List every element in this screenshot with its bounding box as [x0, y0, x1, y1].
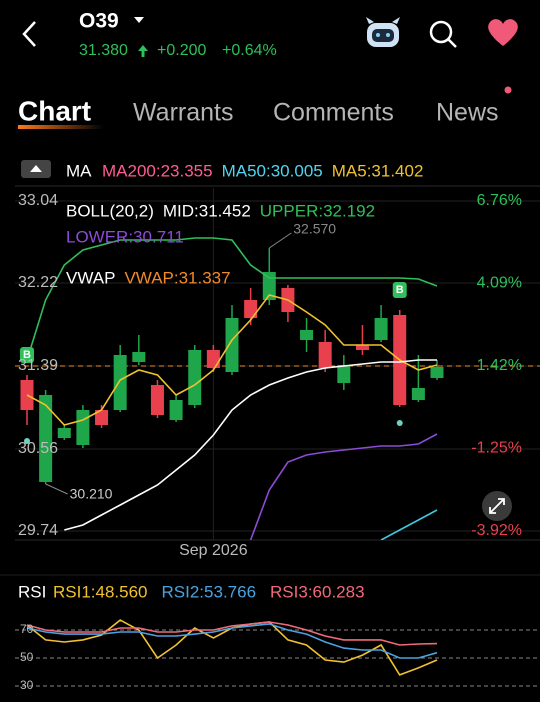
legend-item: LOWER:30.711 [66, 227, 184, 246]
price: 31.380 [79, 42, 128, 59]
symbol-dropdown[interactable] [134, 17, 144, 23]
y2-tick-label: 1.42% [477, 357, 522, 374]
legend-item: RSI2:53.766 [162, 582, 257, 601]
candle-body [262, 272, 276, 300]
y-tick-label: 32.22 [18, 274, 58, 291]
legend-item: BOLL(20,2) [66, 201, 154, 220]
candle-body [300, 330, 314, 340]
tab[interactable]: Chart [18, 95, 91, 126]
candle-body [76, 410, 90, 445]
candle-body [95, 410, 109, 425]
trade-marker [20, 347, 34, 363]
change: +0.200 [157, 42, 206, 59]
legend-item: MA5:31.402 [332, 161, 424, 180]
candle-body [374, 318, 388, 340]
search-icon[interactable] [429, 20, 457, 48]
candle-body [225, 318, 239, 372]
candle-body [430, 367, 444, 378]
low-annotation: 30.210 [70, 486, 113, 502]
candle-body [39, 395, 53, 482]
legend-item: UPPER:32.192 [260, 201, 375, 220]
y-tick-label: 70 [20, 622, 34, 636]
legend-item: VWAP [66, 268, 115, 287]
candle-body [411, 388, 425, 400]
y-tick-label: 33.04 [18, 192, 58, 209]
legend-item: VWAP:31.337 [124, 268, 230, 287]
candle-body [244, 300, 258, 318]
y-tick-label: 29.74 [18, 522, 58, 539]
indicator-line [26, 237, 438, 361]
candle-body [150, 385, 164, 415]
y-tick-label: 50 [20, 650, 34, 664]
assistant-icon[interactable] [366, 17, 400, 47]
legend-item: RSI1:48.560 [53, 582, 148, 601]
legend-label: MA [66, 161, 92, 180]
annotation-leader [45, 483, 68, 495]
tab[interactable]: News [436, 99, 499, 127]
candle-body [206, 350, 220, 368]
rsi-line [26, 621, 438, 646]
y2-tick-label: -1.25% [471, 440, 522, 457]
indicator-line [380, 509, 438, 540]
expand-button[interactable] [482, 491, 512, 521]
candle-body [169, 400, 183, 420]
candle-body [318, 342, 332, 368]
legend-label: RSI [18, 582, 46, 601]
legend-item: RSI3:60.283 [270, 582, 365, 601]
up-arrow [138, 45, 148, 57]
candle-body [355, 345, 369, 350]
back-button[interactable] [22, 21, 36, 47]
trade-dot [396, 420, 403, 426]
y2-tick-label: 4.09% [477, 275, 522, 292]
annotation-leader [268, 232, 292, 249]
notification-dot [504, 86, 512, 94]
indicator-line [64, 359, 437, 531]
indicator-line [26, 294, 438, 426]
price-plot: BB [15, 188, 540, 540]
tab[interactable]: Warrants [133, 99, 233, 127]
change-pct: +0.64% [222, 42, 277, 59]
tab-underline [18, 125, 104, 129]
candle-body [188, 350, 202, 405]
legend-item: MA50:30.005 [222, 161, 323, 180]
trade-dot [24, 438, 30, 444]
y2-tick-label: -3.92% [471, 522, 522, 539]
indicator-line [249, 433, 438, 540]
candle-body [337, 365, 351, 383]
candle-body [132, 352, 146, 362]
trade-marker-label: B [396, 284, 404, 296]
trade-marker-label: B [23, 349, 31, 361]
legend-item: MA200:23.355 [102, 161, 213, 180]
legend-item: MID:31.452 [163, 201, 251, 220]
high-annotation: 32.570 [293, 221, 336, 237]
rsi-plot [15, 619, 540, 687]
candle-body [113, 355, 127, 410]
favorite-icon[interactable] [488, 19, 518, 46]
y2-tick-label: 6.76% [477, 192, 522, 209]
trade-marker [392, 282, 407, 298]
y-tick-label: 31.39 [18, 357, 58, 374]
candle-body [57, 428, 71, 438]
tab[interactable]: Comments [273, 99, 394, 127]
symbol[interactable]: O39 [79, 10, 119, 33]
x-tick-label: Sep 2026 [179, 542, 248, 559]
rsi-line [26, 623, 438, 659]
y-tick-label: 30 [20, 678, 34, 692]
y-tick-label: 30.56 [18, 440, 58, 457]
collapse-arrow [30, 165, 42, 172]
